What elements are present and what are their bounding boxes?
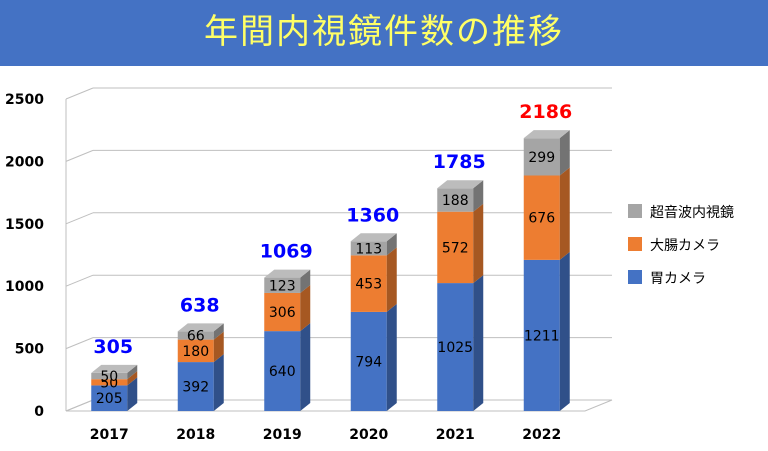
bar-side [559, 251, 570, 411]
data-label: 392 [182, 380, 209, 396]
bar-side [127, 364, 138, 380]
bar-side [559, 167, 570, 260]
data-label: 188 [442, 193, 469, 209]
bar-segment [264, 331, 301, 411]
bar-top [437, 180, 484, 189]
bar-segment [91, 372, 128, 380]
y-tick-label: 2000 [5, 154, 44, 170]
bar-segment [91, 385, 128, 411]
bar-segment [523, 175, 560, 260]
total-label: 1785 [433, 151, 486, 173]
bar-segment [437, 283, 474, 411]
data-label: 640 [269, 364, 296, 380]
bar-segment [523, 138, 560, 176]
grid-diagonal [65, 149, 94, 162]
legend-swatch [628, 237, 642, 251]
bar-side [559, 130, 570, 176]
data-label: 113 [355, 241, 382, 257]
data-label: 453 [355, 277, 382, 293]
floor [65, 399, 613, 412]
bar-segment [437, 211, 474, 284]
data-label: 1025 [437, 340, 473, 356]
bar-top [91, 364, 138, 373]
y-tick-label: 500 [15, 342, 44, 358]
bar-segment [177, 331, 214, 340]
data-label: 50 [100, 369, 118, 385]
bar-side [386, 233, 397, 256]
bar-side [213, 354, 224, 411]
total-label: 638 [180, 294, 220, 316]
data-label: 306 [269, 305, 296, 321]
grid-diagonal [65, 87, 94, 100]
bar-side [473, 275, 484, 411]
total-label: 2186 [519, 101, 572, 123]
data-label: 676 [528, 211, 555, 227]
x-tick-label: 2020 [349, 427, 388, 443]
grid-diagonal [65, 337, 94, 350]
data-label: 794 [355, 354, 382, 370]
x-tick-label: 2019 [263, 427, 302, 443]
data-label: 299 [528, 150, 555, 166]
bar-segment [264, 292, 301, 332]
x-tick-label: 2021 [436, 427, 475, 443]
legend-swatch [628, 204, 642, 218]
bar-side [386, 303, 397, 411]
bar-side [386, 247, 397, 312]
bar-top [523, 130, 570, 139]
grid-diagonal [65, 212, 94, 225]
bar-top [264, 269, 311, 278]
data-label: 180 [182, 344, 209, 360]
y-tick-label: 1000 [5, 279, 44, 295]
bar-segment [437, 188, 474, 212]
total-label: 1069 [260, 241, 313, 263]
title-bar [0, 0, 768, 66]
data-label: 1211 [524, 328, 560, 344]
grid-diagonal [65, 274, 94, 287]
data-label: 66 [187, 328, 205, 344]
bar-segment [177, 339, 214, 363]
bar-top [177, 323, 224, 332]
bar-segment [177, 362, 214, 411]
bar-segment [523, 259, 560, 411]
bar-segment [350, 255, 387, 312]
chart-title: 年間内視鏡件数の推移 [204, 12, 564, 52]
bar-side [473, 203, 484, 284]
legend-swatch [628, 270, 642, 284]
x-tick-label: 2022 [522, 427, 561, 443]
x-tick-label: 2017 [90, 427, 129, 443]
bar-side [300, 269, 311, 293]
total-label: 1360 [346, 204, 399, 226]
bar-segment [350, 311, 387, 411]
data-label: 572 [442, 240, 469, 256]
bar-side [300, 323, 311, 411]
bar-side [300, 284, 311, 332]
bar-side [127, 377, 138, 411]
legend-label: 大腸カメラ [650, 238, 720, 254]
data-label: 50 [100, 375, 118, 391]
bar-side [473, 180, 484, 212]
y-tick-label: 0 [34, 404, 44, 420]
bar-top [350, 233, 397, 242]
data-label: 205 [96, 391, 123, 407]
bar-segment [264, 277, 301, 293]
bar-segment [350, 241, 387, 256]
legend-label: 超音波内視鏡 [650, 204, 734, 221]
x-tick-label: 2018 [176, 427, 215, 443]
y-tick-label: 1500 [5, 217, 44, 233]
legend-label: 胃カメラ [650, 271, 706, 287]
data-label: 123 [269, 278, 296, 294]
total-label: 305 [93, 336, 133, 358]
bar-segment [91, 379, 128, 386]
bar-side [213, 323, 224, 340]
bar-side [127, 371, 138, 386]
bar-side [213, 331, 224, 363]
y-tick-label: 2500 [5, 92, 44, 108]
